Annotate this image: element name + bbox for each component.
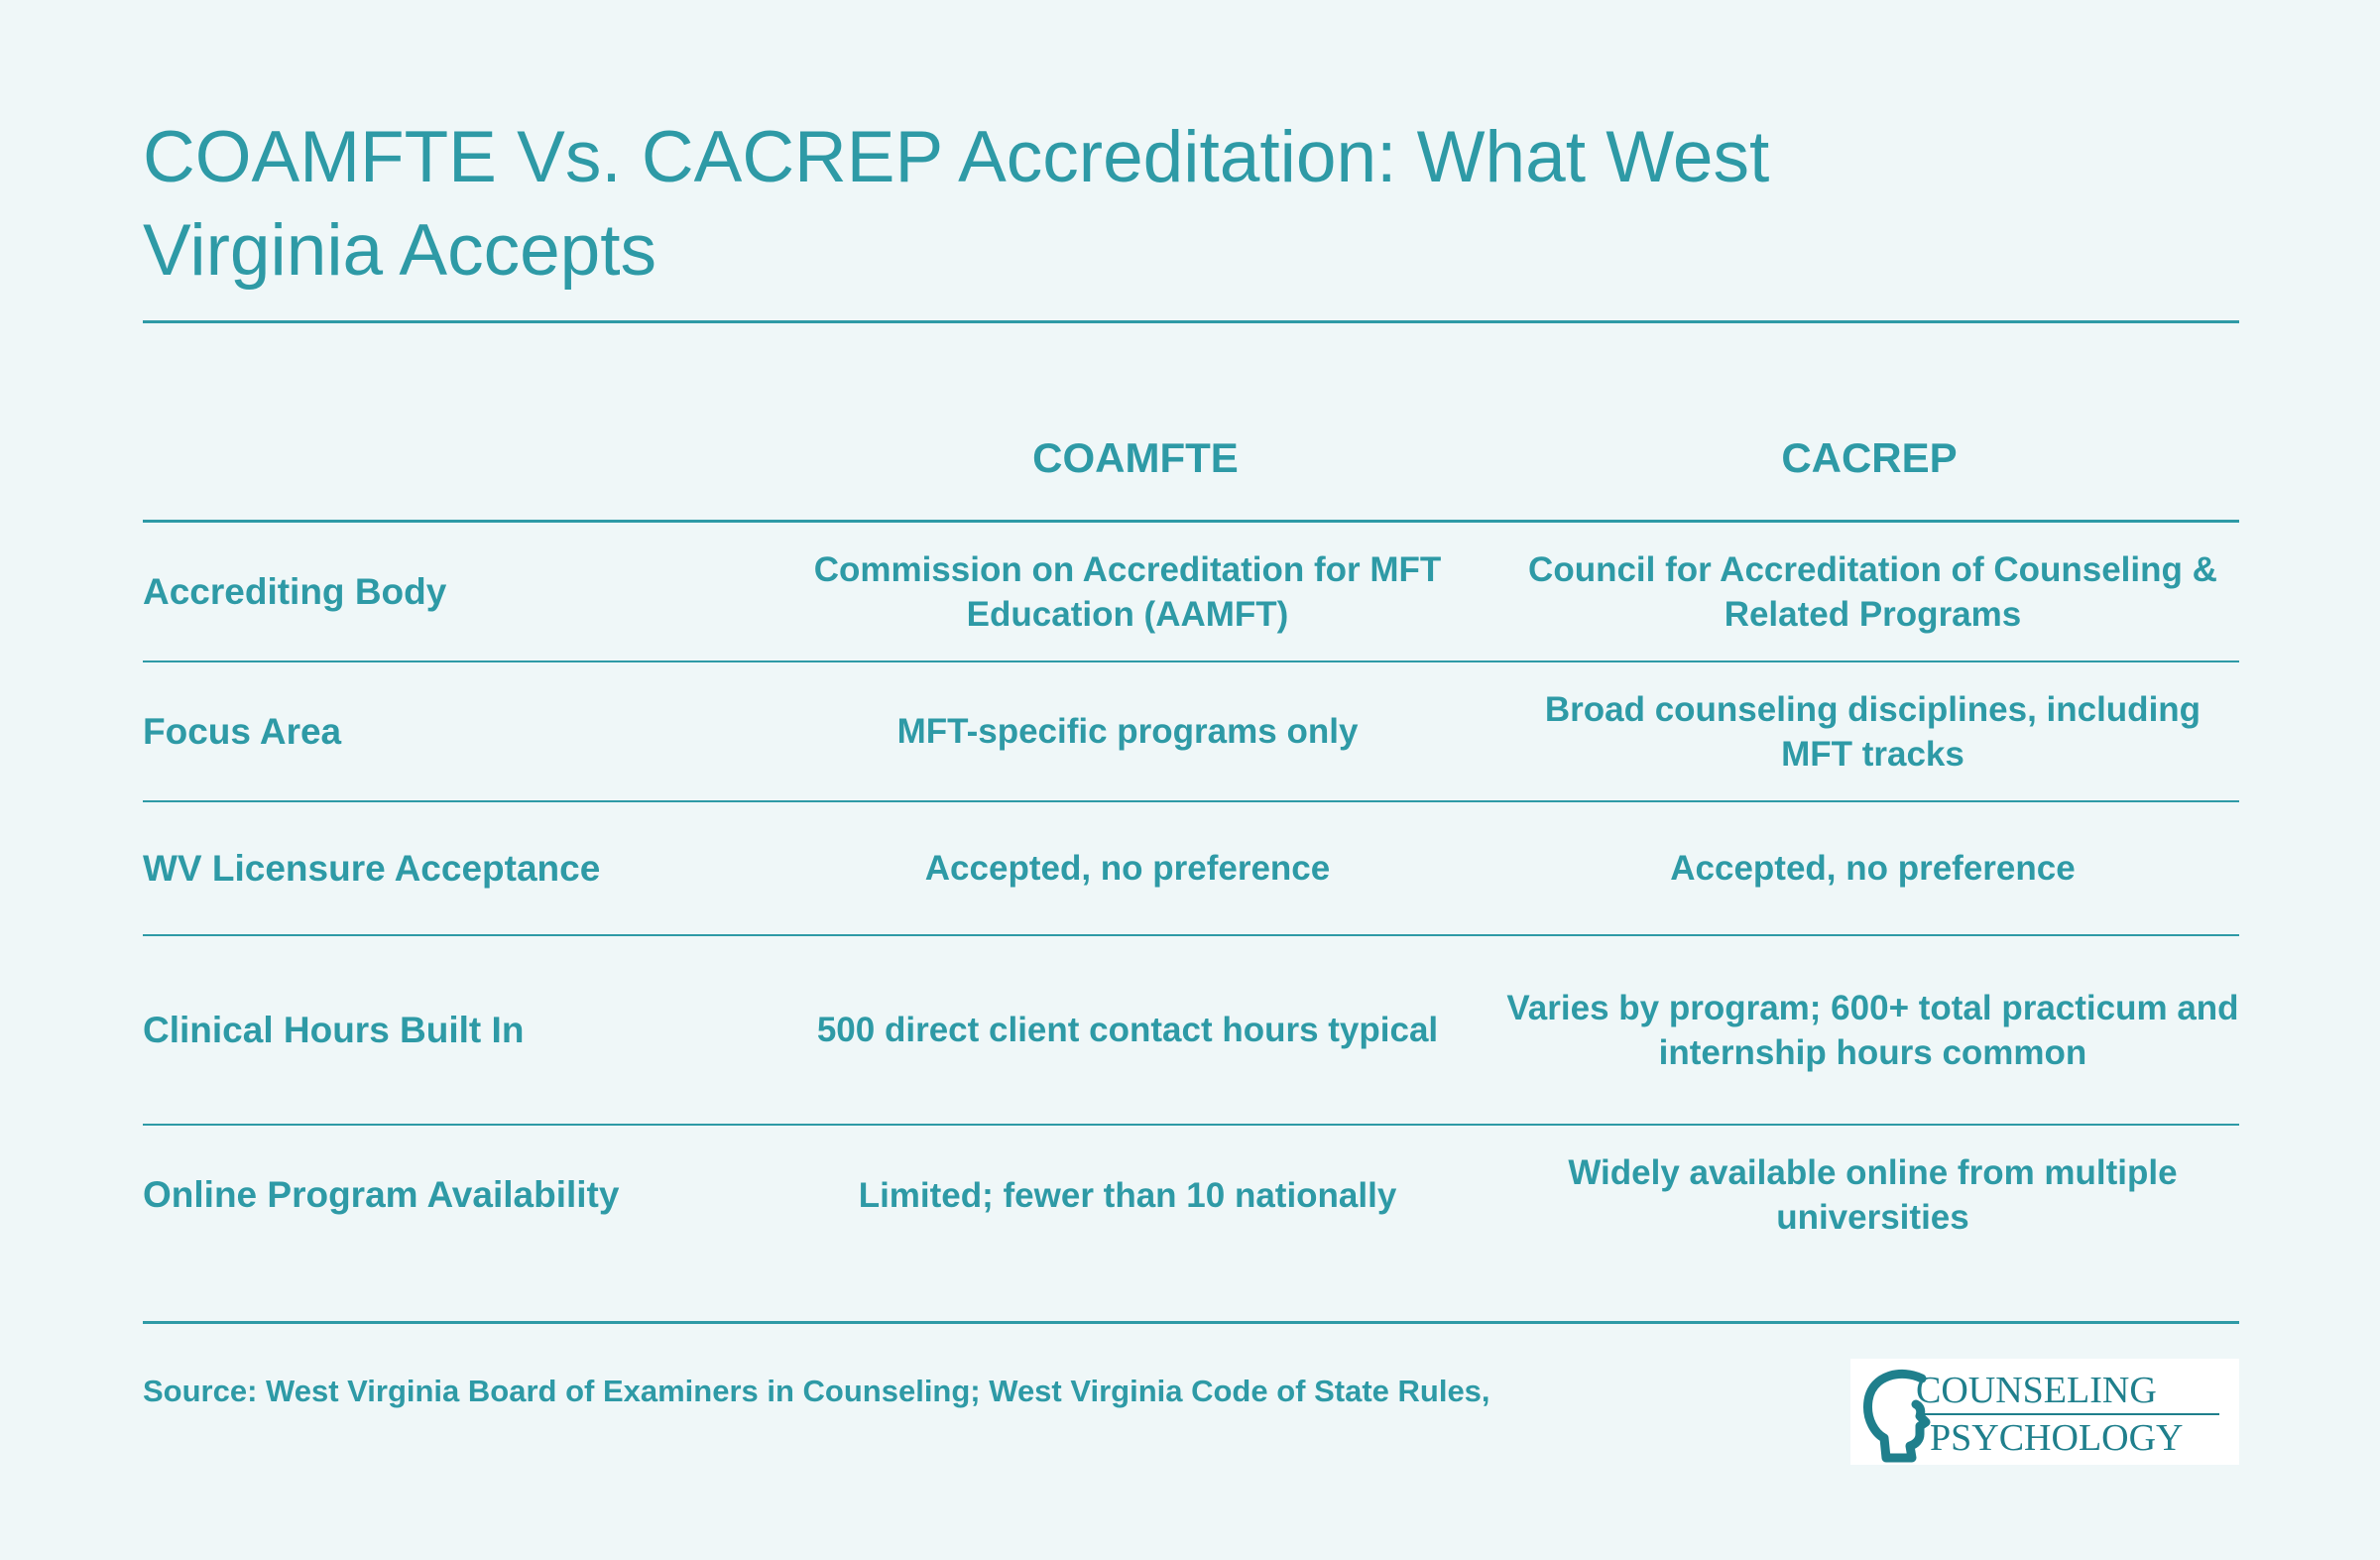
cacrep-cell: Council for Accreditation of Counseling …	[1528, 549, 2217, 634]
source-note: Source: West Virginia Board of Examiners…	[143, 1374, 1490, 1408]
coamfte-cell: MFT-specific programs only	[896, 712, 1359, 751]
row-label: Accrediting Body	[143, 570, 447, 612]
table-row: Clinical Hours Built In 500 direct clien…	[143, 936, 2239, 1124]
row-label: Focus Area	[143, 710, 342, 752]
table-row: Online Program Availability Limited; few…	[143, 1126, 2239, 1264]
coamfte-cell: 500 direct client contact hours typical	[816, 1011, 1439, 1049]
row-divider	[143, 934, 2239, 936]
logo-line-1: COUNSELING	[1916, 1370, 2157, 1411]
row-label: Clinical Hours Built In	[143, 1009, 525, 1050]
row-divider	[143, 1124, 2239, 1126]
table-row: Accrediting Body Commission on Accredita…	[143, 523, 2239, 660]
row-divider	[143, 800, 2239, 802]
coamfte-cell: Commission on Accreditation for MFT Educ…	[813, 549, 1442, 634]
brand-logo: COUNSELING PSYCHOLOGY	[1850, 1359, 2239, 1465]
cacrep-cell: Broad counseling disciplines, including …	[1544, 689, 2202, 774]
footer-divider	[143, 1321, 2239, 1324]
page-title: COAMFTE Vs. CACREP Accreditation: What W…	[143, 117, 1770, 291]
row-divider	[143, 660, 2239, 662]
cacrep-cell: Widely available online from multiple un…	[1568, 1153, 2178, 1237]
title-divider	[143, 320, 2239, 323]
logo-line-2: PSYCHOLOGY	[1930, 1417, 2183, 1459]
cacrep-cell: Accepted, no preference	[1670, 849, 2076, 888]
coamfte-cell: Limited; fewer than 10 nationally	[858, 1175, 1397, 1215]
cacrep-cell: Varies by program; 600+ total practicum …	[1506, 988, 2239, 1072]
header-divider	[143, 520, 2239, 523]
coamfte-cell: Accepted, no preference	[924, 849, 1331, 888]
row-label: WV Licensure Acceptance	[143, 847, 601, 889]
column-header-coamfte: COAMFTE	[1032, 434, 1239, 481]
table-row: Focus Area MFT-specific programs only Br…	[143, 662, 2239, 800]
column-header-cacrep: CACREP	[1781, 434, 1958, 481]
row-label: Online Program Availability	[143, 1174, 620, 1215]
table-row: WV Licensure Acceptance Accepted, no pre…	[143, 802, 2239, 934]
